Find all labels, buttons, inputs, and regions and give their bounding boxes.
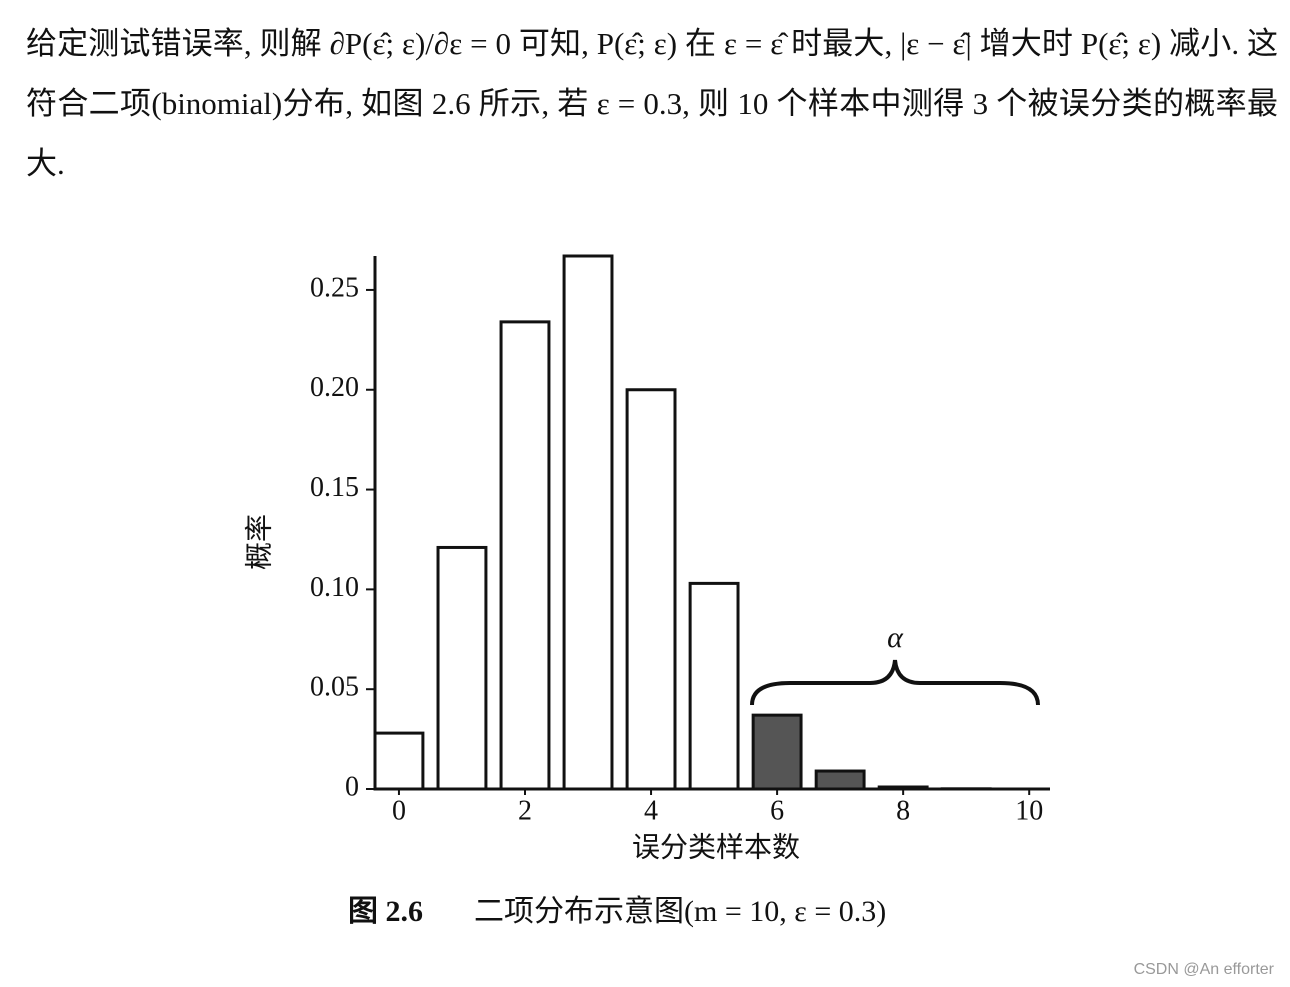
watermark: CSDN @An efforter [1133, 961, 1274, 978]
x-tick-label: 6 [770, 795, 784, 826]
y-axis-label: 概率 [243, 514, 275, 570]
caption-number: 图 2.6 [348, 895, 423, 928]
bar [625, 388, 677, 791]
bar [562, 254, 614, 791]
y-tick-label: 0 [345, 771, 359, 802]
annotation: α [887, 621, 904, 654]
x-tick-label: 0 [392, 795, 406, 826]
x-tick-label: 2 [518, 795, 532, 826]
bar [373, 731, 425, 791]
y-tick-label: 0.20 [310, 372, 359, 403]
x-tick-label: 8 [896, 795, 910, 826]
paragraph: 给定测试错误率, 则解 ∂P(ε̂; ε)/∂ε = 0 可知, P(ε̂; ε… [26, 26, 1278, 181]
bar [751, 713, 803, 791]
bar [814, 769, 866, 791]
x-axis-label: 误分类样本数 [632, 831, 800, 863]
caption-text: 二项分布示意图(m = 10, ε = 0.3) [474, 895, 886, 928]
y-tick-label: 0.10 [310, 572, 359, 603]
bar [436, 545, 488, 791]
bar [499, 320, 551, 791]
x-tick-label: 4 [644, 795, 658, 826]
brace [750, 659, 1040, 706]
bar [688, 581, 740, 791]
y-tick-label: 0.05 [310, 672, 359, 703]
y-tick-label: 0.15 [310, 472, 359, 503]
y-tick-label: 0.25 [310, 272, 359, 303]
x-tick-label: 10 [1015, 795, 1043, 826]
